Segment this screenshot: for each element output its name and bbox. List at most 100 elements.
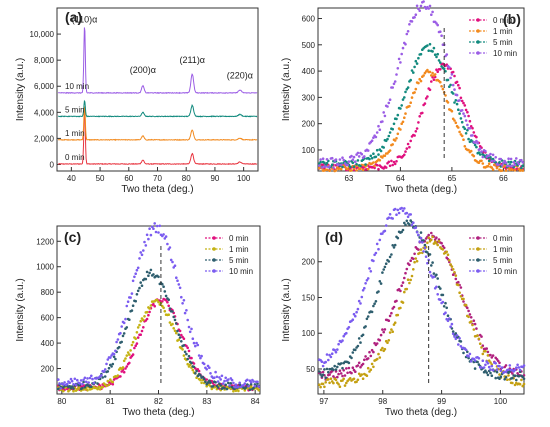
data-point — [383, 114, 387, 118]
y-tick-label: 150 — [302, 293, 316, 302]
data-point — [468, 313, 472, 316]
data-point — [408, 104, 411, 108]
data-point — [431, 261, 434, 264]
data-point — [500, 169, 504, 172]
data-point — [381, 328, 384, 331]
data-point — [361, 289, 365, 292]
data-point — [346, 163, 349, 167]
panel-a: 40 50 60 70 80 90 100 0 2,000 4,000 6,000 8,000 10,0… — [15, 7, 259, 195]
data-point — [223, 386, 226, 390]
data-point — [167, 304, 170, 308]
data-point — [135, 293, 139, 296]
data-point — [339, 167, 343, 171]
data-point — [178, 329, 182, 333]
legend-marker — [212, 236, 216, 240]
data-point — [145, 310, 149, 314]
series-10-min — [57, 222, 261, 390]
data-point — [401, 281, 405, 284]
data-point — [404, 43, 407, 46]
data-point — [458, 291, 461, 295]
data-point — [395, 117, 398, 121]
data-point — [403, 221, 406, 225]
data-point — [225, 387, 229, 391]
data-point — [451, 332, 455, 336]
data-point — [379, 282, 383, 285]
data-point — [323, 368, 326, 371]
data-point — [480, 150, 483, 153]
data-point — [348, 165, 352, 169]
data-point — [194, 372, 197, 375]
data-point — [522, 377, 526, 381]
data-point — [328, 169, 331, 172]
data-point — [337, 342, 340, 346]
data-point — [387, 101, 391, 105]
data-point — [355, 310, 358, 314]
data-point — [454, 99, 458, 102]
data-point — [319, 373, 322, 376]
data-point — [427, 258, 431, 262]
data-point — [498, 377, 501, 381]
data-point — [504, 169, 508, 172]
data-point — [321, 370, 325, 374]
data-point — [424, 255, 428, 258]
data-point — [224, 376, 227, 380]
data-point — [333, 348, 337, 352]
data-point — [176, 329, 179, 333]
data-point — [253, 384, 257, 388]
data-point — [450, 265, 454, 268]
data-point — [121, 366, 125, 369]
data-point — [164, 235, 168, 238]
data-point — [70, 379, 74, 383]
data-point — [451, 268, 455, 271]
data-point — [372, 259, 375, 263]
data-point — [246, 378, 249, 382]
data-point — [355, 169, 358, 172]
data-point — [462, 297, 465, 301]
x-tick-label: 100 — [494, 397, 508, 406]
data-point — [131, 353, 135, 356]
data-point — [356, 159, 360, 162]
data-point — [448, 85, 451, 88]
data-point — [410, 223, 414, 227]
data-point — [455, 93, 459, 97]
data-point — [227, 378, 230, 381]
data-point — [418, 251, 422, 255]
data-point — [136, 289, 140, 293]
data-point — [373, 302, 376, 306]
data-point — [478, 153, 482, 156]
data-point — [74, 383, 78, 387]
peak-label: (211)α — [179, 55, 205, 65]
data-point — [415, 62, 419, 65]
data-point — [111, 380, 115, 384]
x-tick-label: 80 — [57, 397, 66, 406]
data-point — [431, 10, 434, 14]
legend-marker — [212, 269, 216, 273]
data-point — [404, 150, 407, 153]
data-point — [517, 374, 521, 378]
x-tick-label: 40 — [67, 174, 76, 183]
data-point — [440, 241, 443, 245]
y-tick-label: 10,000 — [30, 30, 55, 39]
data-point — [158, 224, 162, 228]
x-tick-label: 97 — [319, 397, 328, 406]
data-point — [393, 162, 397, 166]
data-point — [455, 102, 459, 106]
series-5-min — [318, 219, 526, 382]
data-point — [199, 378, 202, 382]
x-tick-label: 70 — [153, 174, 162, 183]
data-point — [415, 259, 419, 263]
data-point — [324, 165, 328, 168]
data-point — [391, 244, 395, 247]
data-point — [480, 366, 483, 369]
data-point — [366, 366, 370, 370]
data-point — [430, 74, 433, 77]
data-point — [176, 279, 179, 283]
data-point — [466, 306, 469, 310]
data-point — [457, 283, 460, 287]
data-point — [320, 166, 324, 169]
data-point — [192, 365, 196, 369]
data-point — [403, 116, 406, 119]
data-point — [507, 160, 510, 164]
data-point — [469, 125, 473, 128]
